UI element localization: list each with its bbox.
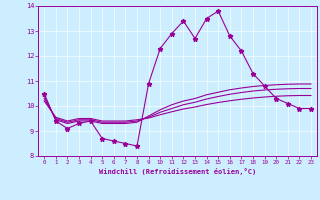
X-axis label: Windchill (Refroidissement éolien,°C): Windchill (Refroidissement éolien,°C) [99, 168, 256, 175]
